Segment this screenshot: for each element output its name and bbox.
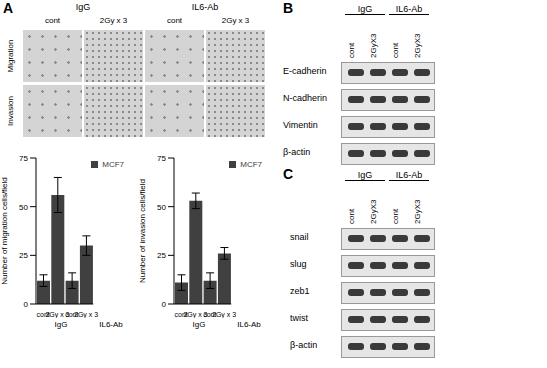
- html-text:IgG: IgG: [357, 170, 373, 180]
- html-text:cont: cont: [347, 208, 356, 224]
- svg-text:25: 25: [19, 251, 28, 260]
- html-text:zeb1: zeb1: [290, 286, 310, 296]
- html-text:Vimentin: Vimentin: [283, 120, 318, 130]
- svg-text:0: 0: [162, 300, 167, 309]
- html-text:slug: slug: [290, 259, 307, 269]
- svg-text:cont: cont: [36, 311, 50, 318]
- html-text:E-cadherin: E-cadherin: [283, 66, 327, 76]
- html-text:B: B: [283, 0, 294, 16]
- html-text:N-cadherin: N-cadherin: [283, 93, 327, 103]
- svg-text:Number of migration cells/fiel: Number of migration cells/field: [8, 177, 9, 285]
- html-text:MCF7: MCF7: [240, 160, 262, 169]
- html-text:Migration: Migration: [6, 39, 15, 73]
- html-text:IL6-Ab: IL6-Ab: [99, 320, 123, 329]
- html-text:2GyX3: 2GyX3: [369, 199, 378, 224]
- html-text:2GyX3: 2GyX3: [369, 33, 378, 58]
- svg-text:0: 0: [24, 300, 29, 309]
- html-text:MCF7: MCF7: [102, 160, 124, 169]
- html-text:IL6-Ab: IL6-Ab: [395, 4, 423, 14]
- html-text:2Gy x 3: 2Gy x 3: [221, 16, 250, 25]
- html-text:cont: cont: [44, 16, 61, 25]
- html-text:2Gy x 3: 2Gy x 3: [99, 16, 128, 25]
- svg-text:Number of invasion cells/field: Number of invasion cells/field: [138, 179, 147, 283]
- html-text:Invasion: Invasion: [6, 96, 15, 126]
- svg-text:2Gy x 3: 2Gy x 3: [74, 311, 98, 318]
- svg-text:cont: cont: [65, 311, 79, 318]
- html-text:IL6-Ab: IL6-Ab: [395, 170, 423, 180]
- html-text:cont: cont: [347, 42, 356, 58]
- html-text:2GyX3: 2GyX3: [413, 33, 422, 58]
- html-text:cont: cont: [391, 208, 400, 224]
- html-text:A: A: [3, 0, 14, 16]
- html-text:IL6-Ab: IL6-Ab: [191, 2, 219, 12]
- svg-text:50: 50: [157, 203, 166, 212]
- html-text:cont: cont: [391, 42, 400, 58]
- html-text:IgG: IgG: [357, 4, 373, 14]
- html-text:IL6-Ab: IL6-Ab: [237, 320, 261, 329]
- html-text:IgG: IgG: [192, 320, 206, 329]
- html-text:twist: twist: [290, 313, 308, 323]
- svg-text:cont: cont: [203, 311, 217, 318]
- html-text:C: C: [283, 166, 294, 182]
- html-text:β-actin: β-actin: [290, 340, 318, 350]
- svg-text:75: 75: [157, 154, 166, 163]
- html-text:IgG: IgG: [54, 320, 68, 329]
- html-text:β-actin: β-actin: [283, 147, 311, 157]
- html-text:snail: snail: [290, 232, 309, 242]
- svg-text:75: 75: [19, 154, 28, 163]
- svg-text:2Gy x 3: 2Gy x 3: [212, 311, 236, 318]
- svg-text:cont: cont: [174, 311, 188, 318]
- svg-text:50: 50: [19, 203, 28, 212]
- html-text:IgG: IgG: [75, 2, 91, 12]
- html-text:2GyX3: 2GyX3: [413, 199, 422, 224]
- svg-text:25: 25: [157, 251, 166, 260]
- html-text:cont: cont: [166, 16, 183, 25]
